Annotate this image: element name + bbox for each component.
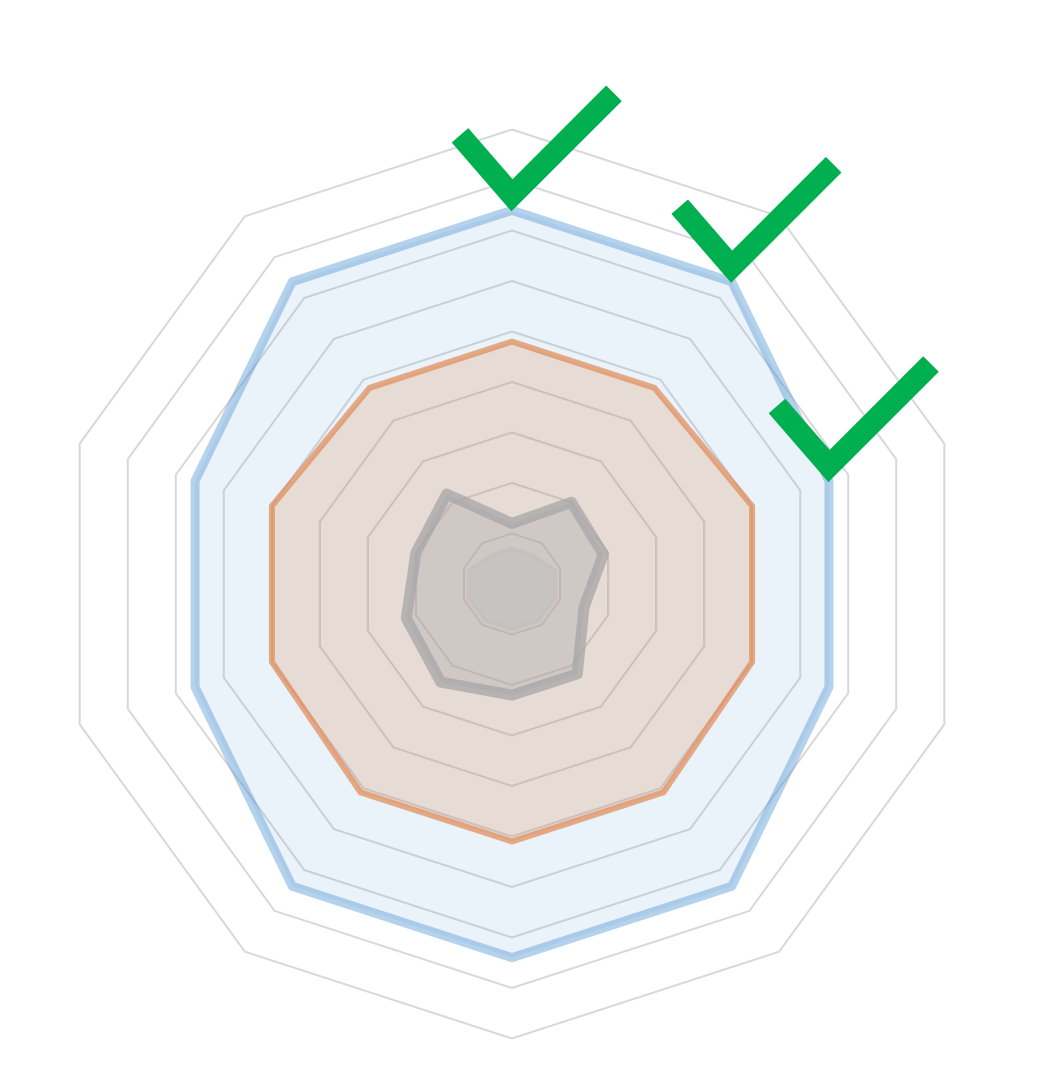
grid-ring-7 — [174, 229, 850, 939]
check-marks — [451, 85, 939, 483]
check-icon — [451, 85, 622, 212]
check-icon — [671, 156, 842, 283]
series-area-4 — [466, 546, 558, 632]
radar-series — [190, 205, 834, 963]
grid-ring-1 — [463, 532, 561, 636]
grid-ring-5 — [270, 330, 754, 838]
grid-ring-9 — [78, 128, 946, 1040]
grid-ring-4 — [318, 380, 706, 788]
grid-ring-6 — [222, 279, 802, 889]
check-icon — [768, 356, 939, 483]
grid-ring-8 — [126, 178, 898, 990]
grid-ring-3 — [366, 431, 658, 737]
radar-grid — [78, 128, 946, 1040]
